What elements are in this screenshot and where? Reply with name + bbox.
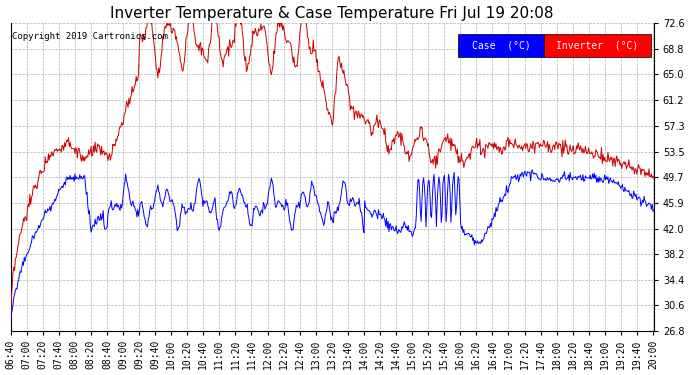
Text: Inverter  (°C): Inverter (°C) xyxy=(556,40,639,50)
Text: Copyright 2019 Cartronics.com: Copyright 2019 Cartronics.com xyxy=(12,32,168,41)
Title: Inverter Temperature & Case Temperature Fri Jul 19 20:08: Inverter Temperature & Case Temperature … xyxy=(110,6,554,21)
FancyBboxPatch shape xyxy=(457,34,544,57)
Text: Case  (°C): Case (°C) xyxy=(472,40,531,50)
FancyBboxPatch shape xyxy=(544,34,651,57)
